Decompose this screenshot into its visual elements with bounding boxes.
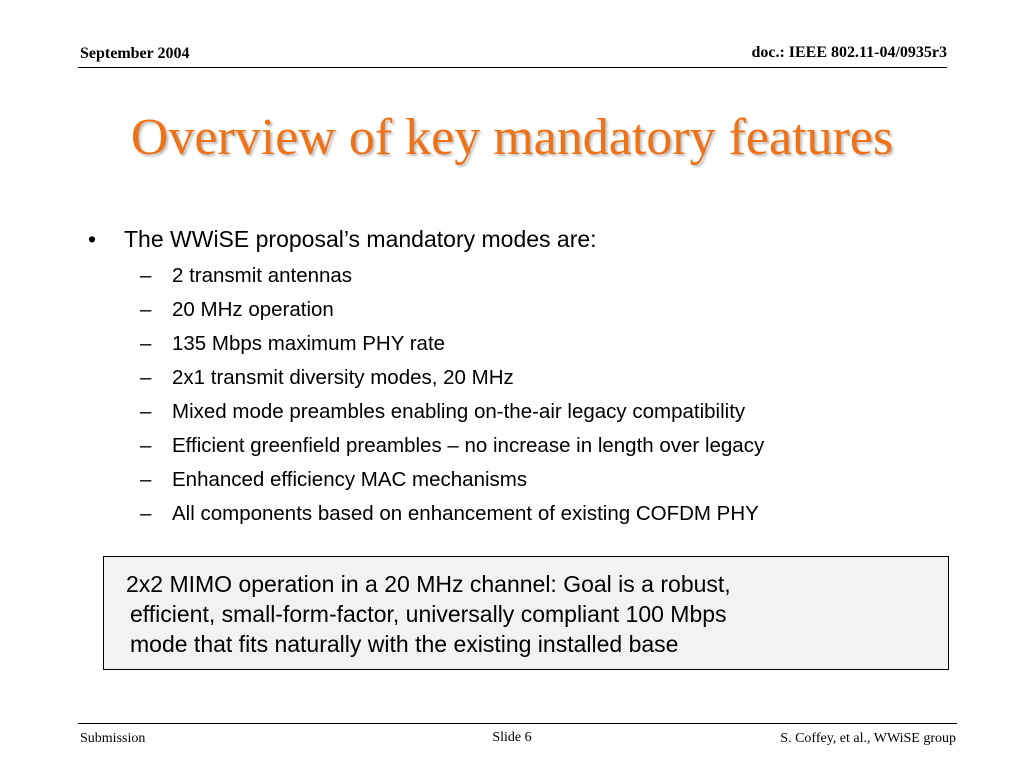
list-item: –135 Mbps maximum PHY rate [140, 330, 764, 364]
list-item-text: Enhanced efficiency MAC mechanisms [172, 468, 528, 491]
callout-line: mode that fits naturally with the existi… [130, 631, 679, 657]
list-item: – Mixed mode preambles enabling on-the-ai… [140, 398, 764, 432]
list-item: – All components based on enhancement of … [140, 500, 764, 534]
list-item-text: Mixed mode preambles enabling on-the-air… [172, 400, 746, 423]
dash-icon: – [140, 366, 152, 389]
dash-icon: – [140, 400, 152, 423]
main-bullet-text: The WWiSE proposal’s mandatory modes are… [124, 226, 597, 252]
dash-icon: – [140, 332, 152, 355]
sub-bullet-list: –2 transmit antennas –20 MHz operation –… [140, 262, 764, 534]
header-divider [78, 67, 947, 68]
slide-title: Overview of key mandatory features [130, 109, 894, 166]
callout-line: 2x2 MIMO operation in a 20 MHz channel: … [126, 571, 731, 597]
dash-icon: – [140, 468, 152, 491]
footer-submission: Submission [80, 731, 146, 746]
footer-divider [78, 723, 957, 724]
list-item-text: 20 MHz operation [172, 298, 334, 321]
list-item-text: 135 Mbps maximum PHY rate [172, 332, 446, 355]
header-date: September 2004 [80, 45, 190, 62]
slide-number: Slide 6 [492, 730, 532, 745]
dash-icon: – [140, 264, 152, 287]
callout-box: 2x2 MIMO operation in a 20 MHz channel: … [103, 556, 949, 670]
list-item-text: Efficient greenfield preambles – no incr… [172, 434, 765, 457]
main-bullet: • The WWiSE proposal’s mandatory modes ar… [88, 226, 597, 253]
list-item-text: 2 transmit antennas [172, 264, 353, 287]
list-item-text: 2x1 transmit diversity modes, 20 MHz [172, 366, 514, 389]
list-item: – Efficient greenfield preambles – no inc… [140, 432, 764, 466]
list-item: –20 MHz operation [140, 296, 764, 330]
dash-icon: – [140, 434, 152, 457]
header-doc-id: doc.: IEEE 802.11-04/0935r3 [751, 44, 947, 61]
list-item: –2 transmit antennas [140, 262, 764, 296]
callout-line: efficient, small-form-factor, universall… [130, 601, 727, 627]
footer-authors: S. Coffey, et al., WWiSE group [780, 731, 956, 746]
list-item: – Enhanced efficiency MAC mechanisms [140, 466, 764, 500]
dash-icon: – [140, 298, 152, 321]
list-item: –2x1 transmit diversity modes, 20 MHz [140, 364, 764, 398]
bullet-dot-icon: • [88, 226, 97, 252]
dash-icon: – [140, 502, 152, 525]
list-item-text: All components based on enhancement of e… [172, 502, 759, 525]
